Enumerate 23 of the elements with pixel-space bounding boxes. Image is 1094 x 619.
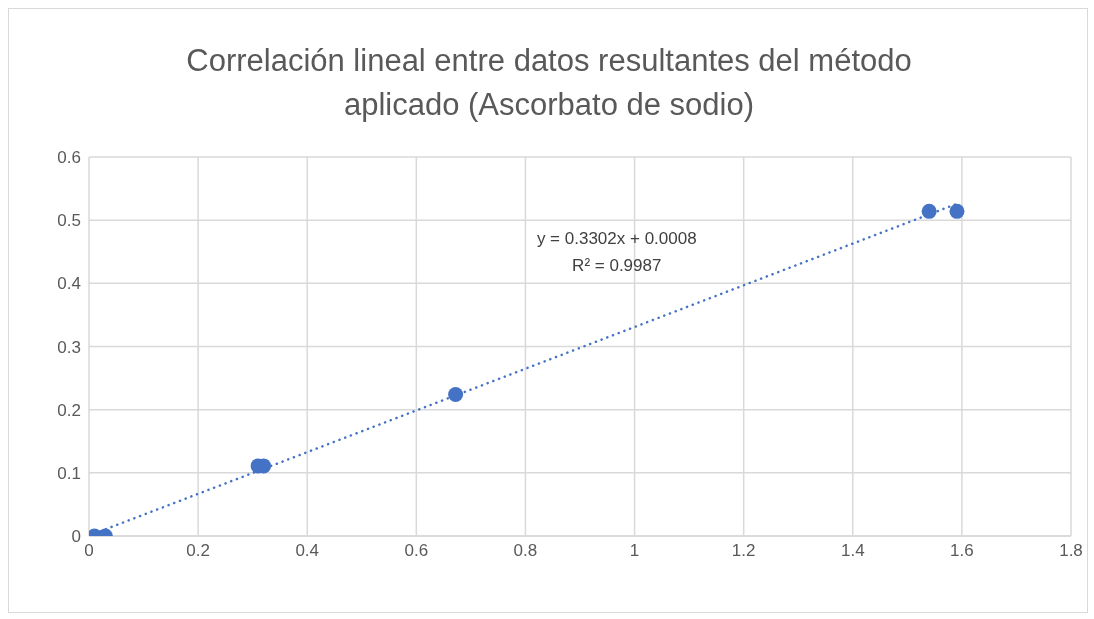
x-tick-label: 1.8 <box>1059 541 1083 561</box>
x-tick-label: 1.2 <box>731 541 756 561</box>
x-tick-label: 0.6 <box>404 541 429 561</box>
y-tick-label: 0.2 <box>57 400 81 420</box>
x-tick-label: 1 <box>629 541 640 561</box>
y-tick-label: 0.1 <box>57 463 81 483</box>
x-tick-label: 0 <box>84 541 94 561</box>
y-tick-label: 0 <box>71 527 81 547</box>
x-tick-label: 1.6 <box>950 541 974 561</box>
y-tick-label: 0.3 <box>57 337 81 357</box>
chart-title: Correlación lineal entre datos resultantes del método aplicado (Ascorbato de sodio) <box>185 42 913 124</box>
y-tick-label: 0.4 <box>57 274 81 294</box>
x-tick-label: 0.4 <box>295 541 320 561</box>
x-tick-label: 0.8 <box>513 541 538 561</box>
annotation: y = 0.3302x + 0.0008 <box>535 227 698 250</box>
point <box>949 203 965 219</box>
x-tick-label: 1.4 <box>840 541 865 561</box>
point <box>921 203 937 219</box>
annotation: R² = 0.9987 <box>571 254 663 277</box>
x-tick-label: 0.2 <box>186 541 210 561</box>
y-tick-label: 0.5 <box>57 211 81 231</box>
point <box>448 387 464 403</box>
y-tick-label: 0.6 <box>57 148 81 168</box>
